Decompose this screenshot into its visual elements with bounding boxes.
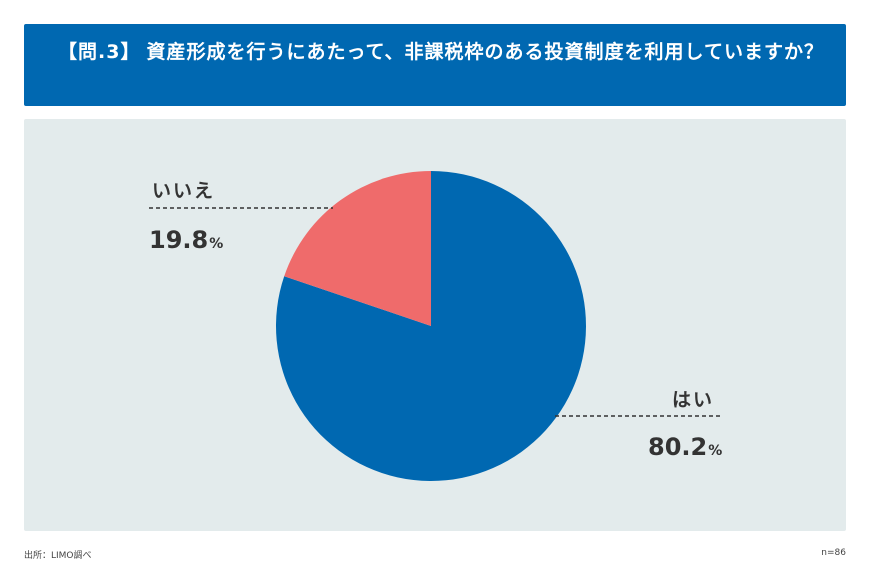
sample-size: n=86 [821, 548, 846, 558]
slice-label-no: いいえ [152, 180, 216, 202]
slice-value-yes: 80.2% [648, 433, 722, 461]
slice-value-no-unit: % [209, 236, 224, 252]
slice-value-no-number: 19.8 [149, 226, 209, 254]
question-title: 【問.3】 資産形成を行うにあたって、非課税枠のある投資制度を利用していますか？ [58, 38, 828, 66]
slice-value-yes-number: 80.2 [648, 433, 708, 461]
question-header: 【問.3】 資産形成を行うにあたって、非課税枠のある投資制度を利用していますか？ [24, 24, 846, 106]
slice-value-yes-unit: % [708, 443, 723, 459]
question-text: 資産形成を行うにあたって、非課税枠のある投資制度を利用していますか？ [146, 41, 824, 63]
source-note: 出所：LIMO調べ [24, 551, 92, 561]
pie-slice-no [284, 171, 431, 326]
question-number: 【問.3】 [58, 41, 141, 63]
slice-value-no: 19.8% [149, 226, 223, 254]
slice-label-yes: はい [672, 389, 715, 411]
